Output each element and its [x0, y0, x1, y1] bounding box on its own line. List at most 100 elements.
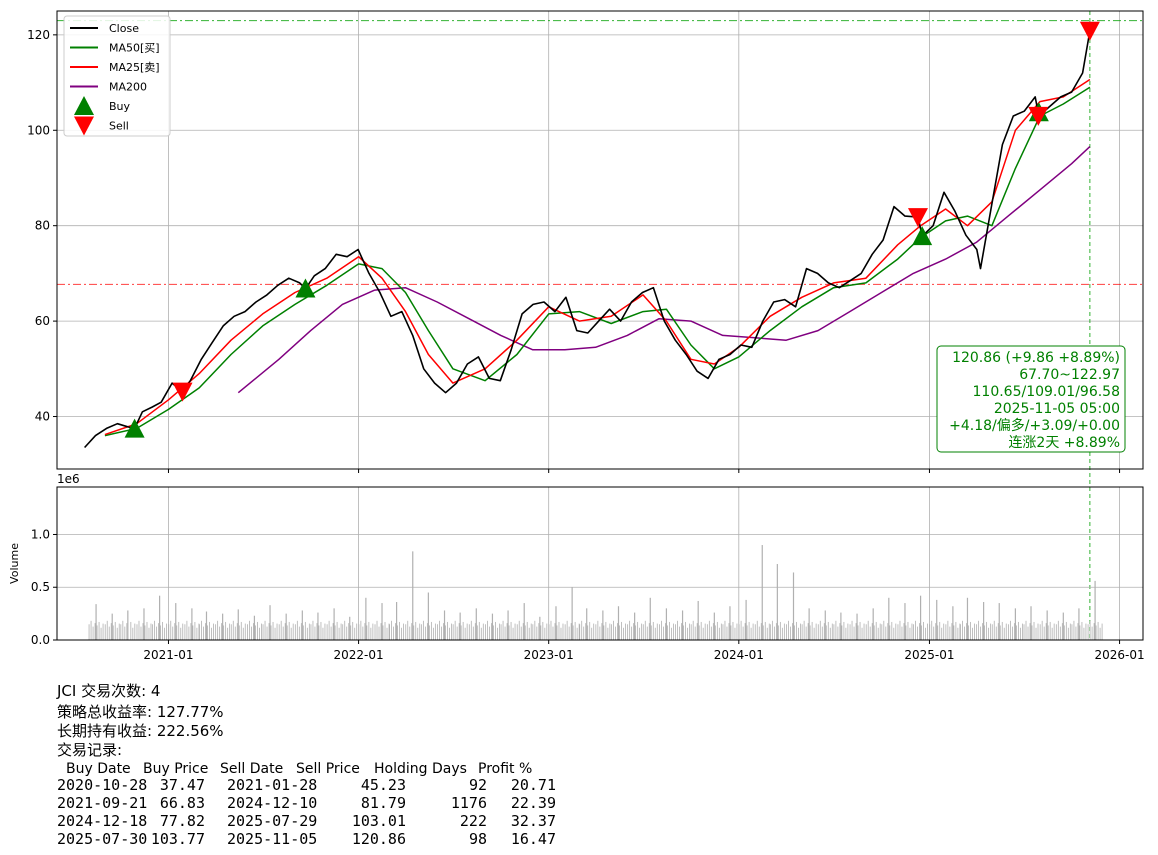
volume-bar	[318, 625, 320, 640]
volume-bar	[106, 620, 108, 640]
volume-bar	[811, 621, 813, 640]
volume-bar	[1009, 620, 1011, 640]
volume-bar	[913, 624, 914, 640]
volume-bar	[346, 626, 348, 640]
volume-bar	[752, 623, 754, 640]
legend-box	[63, 15, 171, 137]
volume-bar	[572, 625, 574, 640]
volume-bar	[412, 551, 414, 640]
volume-bar	[907, 621, 909, 640]
volume-bar	[269, 605, 271, 640]
volume-bar	[198, 623, 200, 640]
volume-bar	[284, 623, 286, 640]
volume-bar	[215, 624, 217, 640]
sell-marker	[1079, 21, 1100, 41]
volume-bar	[276, 623, 278, 640]
volume-bar	[470, 620, 472, 640]
volume-bar	[939, 621, 941, 640]
volume-bar	[673, 623, 674, 640]
volume-bar	[124, 626, 126, 640]
volume-bar	[262, 624, 264, 640]
volume-bar	[333, 608, 335, 640]
volume-bar	[1021, 623, 1023, 640]
volume-bar	[401, 627, 403, 640]
volume-bar	[520, 626, 522, 640]
volume-bar	[867, 620, 869, 640]
volume-bar	[718, 627, 720, 640]
volume-bar	[213, 623, 214, 640]
volume-bar	[417, 627, 419, 640]
price-y-ticks: 40 60 80 100 120	[27, 28, 57, 424]
volume-bar	[631, 626, 633, 640]
volume-bar	[512, 627, 514, 640]
series-line-ma25	[104, 78, 1091, 436]
volume-bar	[320, 621, 322, 640]
volume-bar	[186, 620, 188, 640]
volume-bar	[306, 627, 308, 640]
volume-bar	[783, 623, 785, 640]
volume-bar	[943, 623, 945, 640]
volume-bar	[539, 616, 541, 640]
volume-bar	[1047, 625, 1049, 640]
volume-bar	[865, 624, 867, 640]
volume-bar	[560, 627, 562, 640]
volume-bar	[132, 627, 134, 640]
volume-bar	[432, 627, 434, 640]
volume-bar	[419, 623, 421, 640]
volume-bar	[595, 624, 597, 640]
volume-bar	[366, 625, 368, 640]
volume-bar	[236, 623, 238, 640]
volume-bar	[100, 627, 102, 640]
volume-bar	[558, 621, 560, 640]
volume-bar	[356, 623, 358, 640]
volume-bar	[1081, 621, 1083, 640]
volume-bar	[399, 621, 401, 640]
volume-bar	[540, 625, 542, 640]
volume-bar	[176, 625, 178, 640]
volume-bar	[422, 620, 424, 640]
volume-bar	[242, 627, 244, 640]
volume-bar	[991, 624, 993, 640]
volume-bar	[338, 627, 340, 640]
volume-bar	[1023, 624, 1025, 640]
volume-bar	[504, 626, 506, 640]
volume-bar	[921, 625, 922, 640]
volume-bar	[825, 625, 827, 640]
volume-bar	[829, 627, 831, 640]
volume-bar	[819, 620, 821, 640]
volume-bar	[249, 620, 250, 640]
volume-bar	[887, 623, 889, 640]
y-tick-label: 60	[35, 314, 50, 328]
volume-bar	[420, 624, 422, 640]
volume-bar	[681, 610, 684, 640]
volume-bar	[960, 624, 961, 640]
table-cell: 2025-11-05	[227, 830, 317, 848]
volume-bar	[364, 623, 366, 640]
table-cell: 222	[460, 812, 487, 830]
volume-bar	[564, 624, 566, 640]
volume-bar	[253, 623, 254, 640]
volume-bar	[720, 623, 722, 640]
table-header-cell: Holding Days	[374, 761, 467, 777]
vol-y-tick-label: 1.0	[31, 527, 50, 541]
volume-bar	[462, 621, 464, 640]
volume-bar	[856, 613, 858, 640]
volume-bar	[201, 620, 202, 640]
volume-bar	[1030, 606, 1032, 640]
volume-bar	[352, 621, 354, 640]
volume-bar	[599, 626, 601, 640]
trades-table-header: Buy Date Buy Price Sell Date Sell Price Hold…	[66, 761, 532, 777]
volume-bar	[808, 608, 810, 640]
volume-bar	[1025, 620, 1027, 640]
volume-bar	[350, 625, 352, 640]
volume-bar	[407, 620, 409, 640]
table-cell: 16.47	[511, 830, 556, 848]
volume-bar	[732, 621, 734, 640]
volume-bar	[841, 625, 843, 640]
volume-bar	[790, 626, 791, 640]
volume-bar	[677, 620, 678, 640]
volume-bar	[330, 626, 332, 640]
volume-bar	[859, 621, 861, 640]
table-cell: 2021-09-21	[57, 794, 147, 812]
volume-bar	[583, 626, 585, 640]
